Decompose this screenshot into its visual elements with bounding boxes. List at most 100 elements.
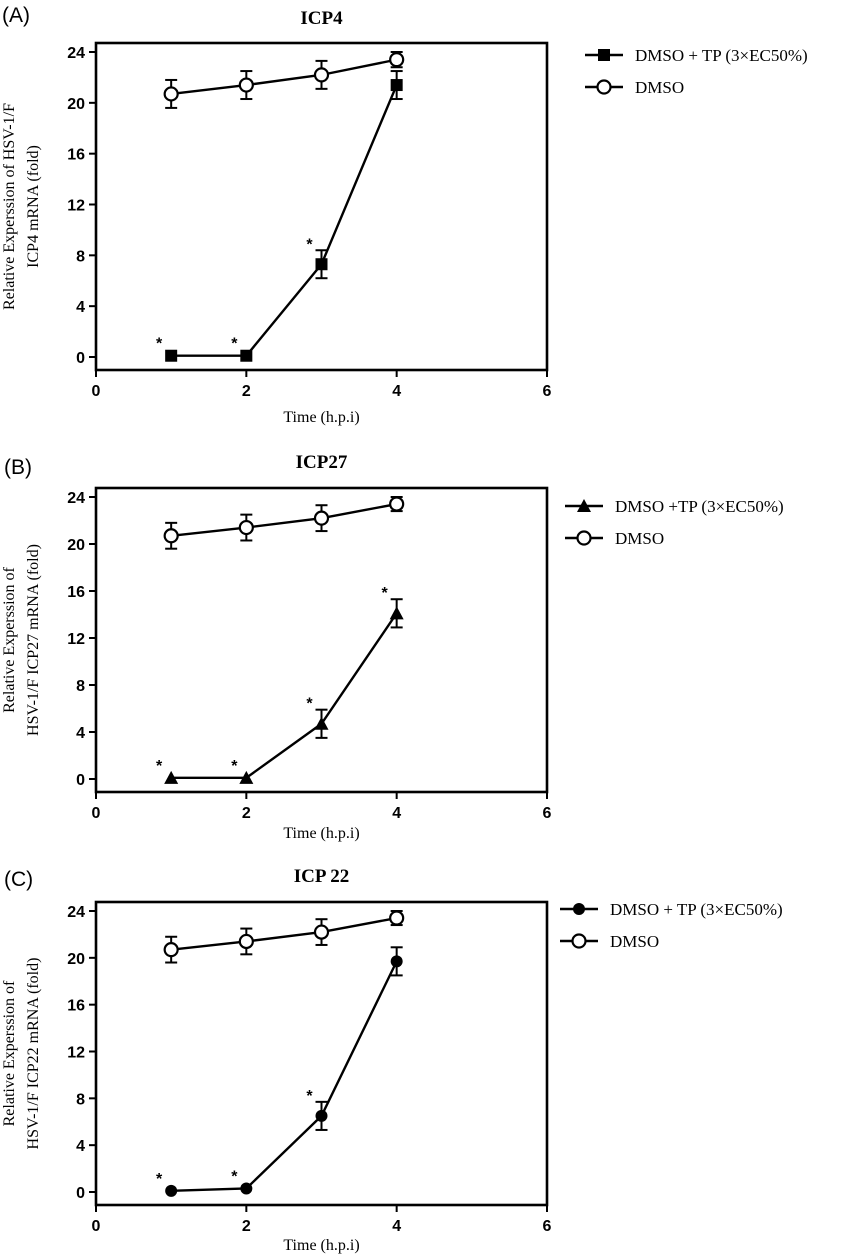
series-line — [171, 916, 397, 951]
data-point — [163, 528, 179, 544]
data-point — [238, 77, 254, 93]
data-point — [315, 258, 328, 271]
y-tick-label: 16 — [67, 998, 85, 1015]
data-point — [165, 349, 178, 362]
significance-star: * — [382, 585, 389, 602]
significance-star: * — [156, 758, 163, 775]
series-line — [171, 612, 398, 780]
legend: DMSO + TP (3×EC50%) DMSO — [585, 46, 808, 97]
data-point — [239, 770, 254, 784]
significance-star: * — [156, 1171, 163, 1188]
chart-title: ICP4 — [300, 8, 343, 29]
legend-label: DMSO + TP (3×EC50%) — [635, 46, 808, 65]
y-tick-label: 12 — [67, 198, 85, 215]
y-tick-label: 16 — [67, 584, 85, 601]
legend-label: DMSO + TP (3×EC50%) — [610, 900, 783, 919]
y-axis-label: ICP4 mRNA (fold) — [25, 145, 42, 268]
x-tick-label: 0 — [92, 805, 101, 822]
plot-frame — [94, 486, 549, 794]
data-point — [165, 1184, 178, 1197]
panel-label: (B) — [4, 456, 32, 479]
significance-star: * — [306, 236, 313, 253]
x-tick-label: 6 — [543, 1218, 552, 1235]
y-tick-label: 12 — [67, 1045, 85, 1062]
series-1: * * * * — [156, 585, 404, 784]
x-tick-label: 2 — [242, 805, 251, 822]
x-tick-label: 2 — [242, 383, 251, 400]
significance-star: * — [231, 1168, 238, 1185]
x-tick-label: 4 — [392, 1218, 401, 1235]
x-tick-label: 0 — [92, 383, 101, 400]
data-point — [313, 510, 330, 526]
legend-marker — [596, 79, 612, 95]
y-tick-label: 8 — [76, 248, 85, 265]
y-axis-label: Relative Experssion of — [1, 566, 18, 712]
legend-marker — [571, 933, 587, 949]
series-2 — [163, 496, 405, 550]
y-tick-label: 4 — [76, 299, 85, 316]
panel-label: (A) — [2, 4, 30, 27]
legend-marker — [577, 499, 591, 512]
y-tick-label: 24 — [67, 490, 85, 507]
plot-frame — [94, 41, 549, 372]
chart-title: ICP 22 — [294, 866, 349, 887]
y-tick-label: 24 — [67, 904, 85, 921]
x-tick-label: 4 — [392, 805, 401, 822]
x-axis-label: Time (h.p.i) — [283, 409, 359, 426]
y-axis-label: HSV-1/F ICP22 mRNA (fold) — [25, 958, 42, 1150]
data-point — [315, 1109, 328, 1122]
significance-star: * — [156, 336, 163, 353]
series-line — [171, 58, 397, 96]
data-point — [389, 910, 405, 926]
plot-frame — [94, 900, 549, 1207]
x-tick-label: 0 — [92, 1218, 101, 1235]
significance-star: * — [306, 696, 313, 713]
y-tick-label: 4 — [76, 725, 85, 742]
series-1: * * * — [156, 946, 403, 1197]
series-1: * * * — [156, 70, 403, 362]
y-tick-label: 24 — [67, 45, 85, 62]
y-tick-label: 20 — [67, 537, 85, 554]
legend-label: DMSO — [635, 78, 684, 97]
data-point — [390, 955, 403, 968]
series-line — [171, 502, 397, 537]
x-tick-label: 4 — [392, 383, 401, 400]
data-point — [240, 349, 253, 362]
data-point — [314, 716, 329, 730]
y-tick-label: 8 — [76, 678, 85, 695]
x-tick-label: 6 — [543, 383, 552, 400]
data-point — [240, 1182, 253, 1195]
y-tick-label: 0 — [76, 350, 85, 367]
y-tick-label: 12 — [67, 631, 85, 648]
x-axis-label: Time (h.p.i) — [283, 825, 359, 842]
x-tick-label: 2 — [242, 1218, 251, 1235]
y-tick-label: 8 — [76, 1091, 85, 1108]
data-point — [238, 519, 254, 536]
data-point — [163, 942, 179, 958]
y-axis-label: Relative Experssion of HSV-1/F — [1, 103, 18, 310]
panel-label: (C) — [4, 868, 33, 891]
y-tick-label: 0 — [76, 1185, 85, 1202]
data-point — [390, 79, 403, 92]
data-point — [313, 924, 330, 940]
data-point — [389, 496, 405, 512]
legend-label: DMSO +TP (3×EC50%) — [615, 497, 784, 516]
data-point — [389, 52, 405, 68]
x-tick-label: 6 — [543, 805, 552, 822]
legend-marker — [573, 903, 585, 915]
y-tick-label: 20 — [67, 96, 85, 113]
y-tick-label: 4 — [76, 1138, 85, 1155]
y-tick-label: 20 — [67, 951, 85, 968]
legend: DMSO +TP (3×EC50%) DMSO — [565, 497, 784, 548]
series-2 — [163, 51, 405, 109]
y-axis-label: Relative Experssion of — [1, 980, 18, 1126]
legend-label: DMSO — [615, 529, 664, 548]
x-axis-label: Time (h.p.i) — [283, 1237, 359, 1254]
significance-star: * — [231, 758, 238, 775]
data-point — [389, 606, 404, 620]
data-point — [313, 67, 330, 83]
